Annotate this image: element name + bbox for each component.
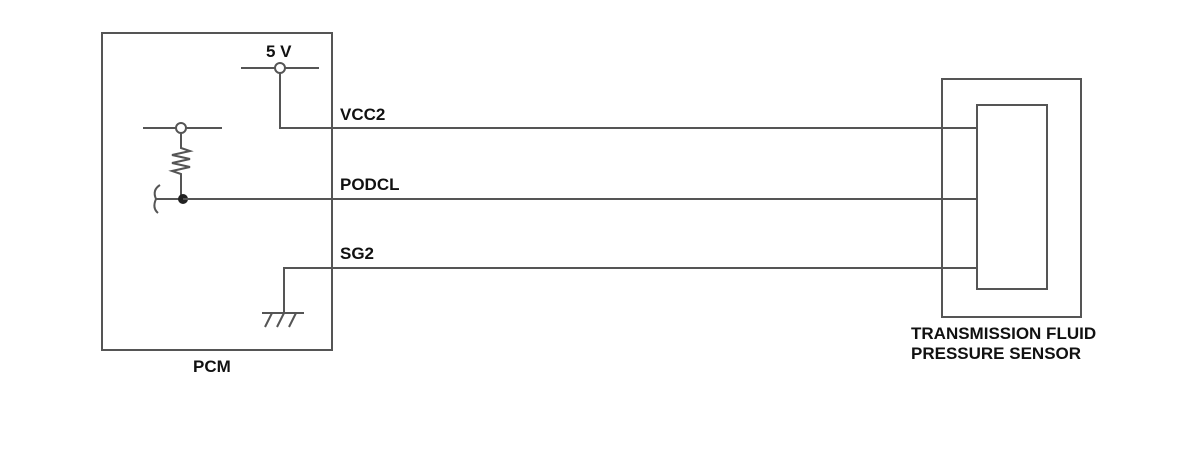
sensor-element [976,104,1048,290]
sensor-label-line1: TRANSMISSION FLUID [911,324,1096,343]
wire-label-vcc2: VCC2 [340,105,385,124]
supply-label: 5 V [266,42,292,61]
sensor-label-line2: PRESSURE SENSOR [911,344,1081,363]
wire-label-sg2: SG2 [340,244,374,263]
wire-sg2 [283,267,977,313]
wire-vcc2 [279,73,977,129]
pullup-terminal-icon [175,122,187,134]
wire-label-podcl: PODCL [340,175,400,194]
resistor-icon [168,133,194,199]
pcm-box [101,32,333,351]
ground-icon [262,312,304,328]
pcm-label: PCM [193,357,231,376]
supply-terminal-icon [274,62,286,74]
sensor-outer-box [941,78,1082,318]
switch-icon [153,184,183,214]
